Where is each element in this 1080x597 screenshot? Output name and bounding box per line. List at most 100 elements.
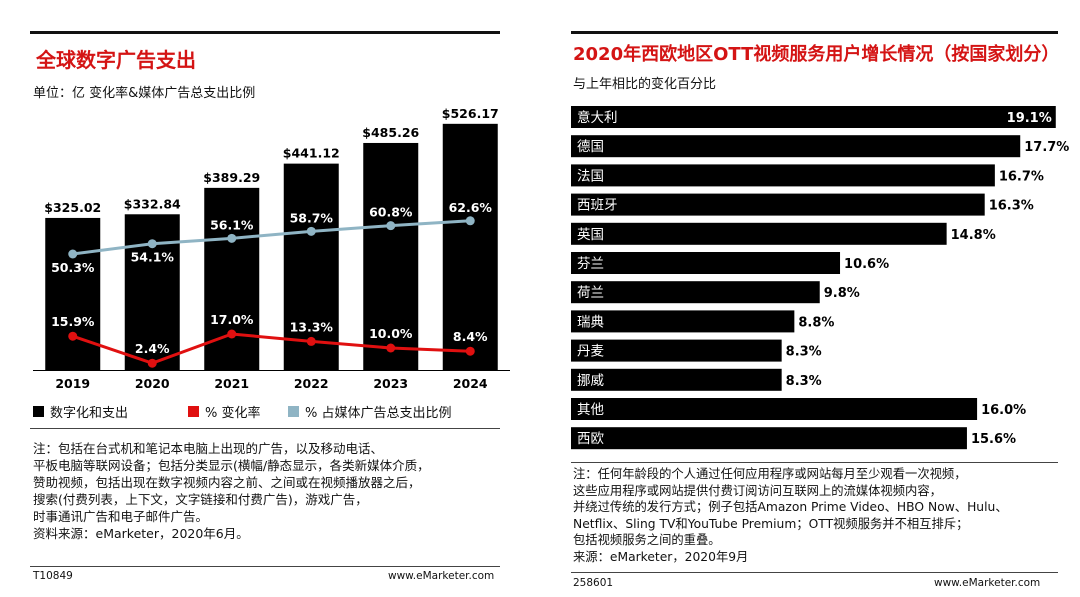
bar-德国	[571, 135, 1021, 158]
top-rule	[30, 31, 500, 34]
bar-value-label: 8.8%	[798, 315, 834, 330]
bar-value-label: 9.8%	[824, 286, 860, 301]
change-value-label: 17.0%	[210, 312, 254, 327]
change-value-label: 2.4%	[135, 341, 170, 356]
category-label: 德国	[577, 139, 604, 155]
chart-note: 注：包括在台式机和笔记本电脑上出现的广告，以及移动电话、 平板电脑等联网设备；包…	[33, 440, 430, 542]
change-point	[147, 358, 157, 368]
share-point	[68, 249, 78, 259]
bar-英国	[571, 222, 947, 245]
bar-2024	[442, 123, 498, 370]
footer-id: T10849	[33, 570, 73, 582]
share-value-label: 62.6%	[449, 200, 493, 215]
x-tick-label: 2021	[214, 376, 249, 391]
legend-swatch-spend	[33, 406, 44, 417]
ott-growth-chart: 意大利 19.1% 德国 17.7% 法国 16.7% 西班牙 16.3% 英国 14.8% 芬兰 1…	[571, 106, 1069, 450]
share-point	[306, 226, 316, 236]
change-line	[72, 332, 471, 365]
note-line: 包括视频服务之间的重叠。	[573, 533, 721, 547]
category-label: 丹麦	[577, 344, 605, 360]
share-value-label: 60.8%	[369, 205, 413, 220]
footer-site: www.eMarketer.com	[388, 570, 495, 582]
share-point	[227, 233, 237, 243]
chart-subtitle: 与上年相比的变化百分比	[573, 77, 717, 92]
bar-value-label: $526.17	[442, 106, 499, 121]
footer-site: www.eMarketer.com	[934, 577, 1041, 589]
bar-value-label: 10.6%	[844, 257, 889, 272]
category-label: 西欧	[577, 431, 605, 447]
share-value-label: 54.1%	[131, 250, 175, 265]
note-line: 注：包括在台式机和笔记本电脑上出现的广告，以及移动电话、	[33, 441, 384, 456]
note-rule	[30, 428, 500, 429]
chart-subtitle: 单位：亿 变化率&媒体广告总支出比例	[33, 86, 256, 101]
bar-value-label: 19.1%	[1007, 111, 1052, 126]
source-line: 来源：eMarketer，2020年9月	[573, 549, 749, 564]
bar-value-label: $485.26	[362, 125, 419, 140]
bar-value-label: 16.0%	[981, 403, 1026, 418]
category-label: 其他	[577, 402, 604, 418]
bar-2021	[204, 187, 260, 370]
change-point	[465, 346, 475, 356]
top-rule	[571, 31, 1058, 34]
note-line: 注：任何年龄段的个人通过任何应用程序或网站每月至少观看一次视频，	[573, 467, 967, 481]
category-label: 意大利	[577, 109, 618, 126]
bar-2019	[45, 217, 101, 370]
change-point	[68, 331, 78, 341]
footer-id: 258601	[573, 577, 614, 589]
bar-value-label: $389.29	[203, 170, 260, 185]
change-value-label: 8.4%	[453, 329, 488, 344]
bar-挪威	[571, 368, 782, 391]
share-point	[465, 216, 475, 226]
note-line: 赞助视频，包括出现在数字视频内容之前、之间或在视频播放器之后，	[33, 475, 421, 490]
bar-荷兰	[571, 281, 820, 304]
x-tick-label: 2023	[373, 376, 408, 391]
legend-swatch-change	[188, 406, 199, 417]
bar-value-label: 16.3%	[989, 199, 1034, 214]
x-tick-label: 2020	[135, 376, 170, 391]
bar-芬兰	[571, 252, 841, 274]
bar-意大利	[571, 106, 1056, 128]
chart-title: 2020年西欧地区OTT视频服务用户增长情况（按国家划分）	[573, 44, 1060, 65]
bar-value-label: $325.02	[44, 200, 101, 215]
bar-西班牙	[571, 193, 985, 216]
source-line: 资料来源：eMarketer，2020年6月。	[33, 526, 249, 541]
category-label: 法国	[577, 168, 604, 184]
chart-note: 注：任何年龄段的个人通过任何应用程序或网站每月至少观看一次视频， 这些应用程序或…	[573, 466, 1008, 565]
legend-item-spend: 数字化和支出	[33, 402, 128, 421]
category-label: 西班牙	[577, 198, 618, 214]
footer-rule	[30, 566, 500, 567]
bar-瑞典	[571, 310, 795, 333]
bar-value-label: 8.3%	[786, 345, 822, 360]
x-tick-label: 2022	[294, 376, 329, 391]
change-point	[386, 343, 396, 353]
change-point	[227, 329, 237, 339]
note-line: 搜索(付费列表，上下文，文字链接和付费广告)，游戏广告，	[33, 492, 368, 507]
share-value-label: 58.7%	[290, 210, 334, 225]
share-value-label: 56.1%	[210, 217, 254, 232]
bar-value-label: $441.12	[283, 146, 340, 161]
bar-法国	[571, 164, 995, 187]
legend-swatch-share	[288, 406, 299, 417]
category-label: 芬兰	[577, 256, 604, 272]
digital-ad-spend-chart: $325.02 2019 $332.84 2020 $389.29 2021 $441.12…	[33, 106, 510, 391]
change-value-label: 13.3%	[290, 319, 334, 334]
bar-value-label: 15.6%	[971, 432, 1016, 447]
category-label: 瑞典	[577, 314, 604, 330]
category-label: 英国	[577, 226, 604, 243]
legend-item-change: % 变化率	[188, 402, 261, 421]
note-line: 这些应用程序或网站提供付费订阅访问互联网上的流媒体视频内容，	[573, 483, 942, 498]
x-tick-label: 2024	[453, 376, 488, 391]
bar-其他	[571, 398, 978, 420]
chart-title: 全球数字广告支出	[36, 48, 196, 72]
bar-丹麦	[571, 339, 782, 362]
change-value-label: 15.9%	[51, 314, 95, 329]
footer-rule	[571, 572, 1058, 573]
note-line: Netflix、Sling TV和YouTube Premium；OTT视频服务…	[573, 516, 969, 531]
legend-label-spend: 数字化和支出	[50, 406, 129, 421]
left-panel: 全球数字广告支出 单位：亿 变化率&媒体广告总支出比例 $325.02 2019 $…	[30, 31, 510, 582]
legend-item-share: % 占媒体广告总支出比例	[288, 402, 452, 421]
category-label: 挪威	[577, 373, 605, 389]
share-point	[386, 221, 396, 231]
bar-2023	[363, 142, 419, 370]
x-tick-label: 2019	[55, 376, 90, 391]
